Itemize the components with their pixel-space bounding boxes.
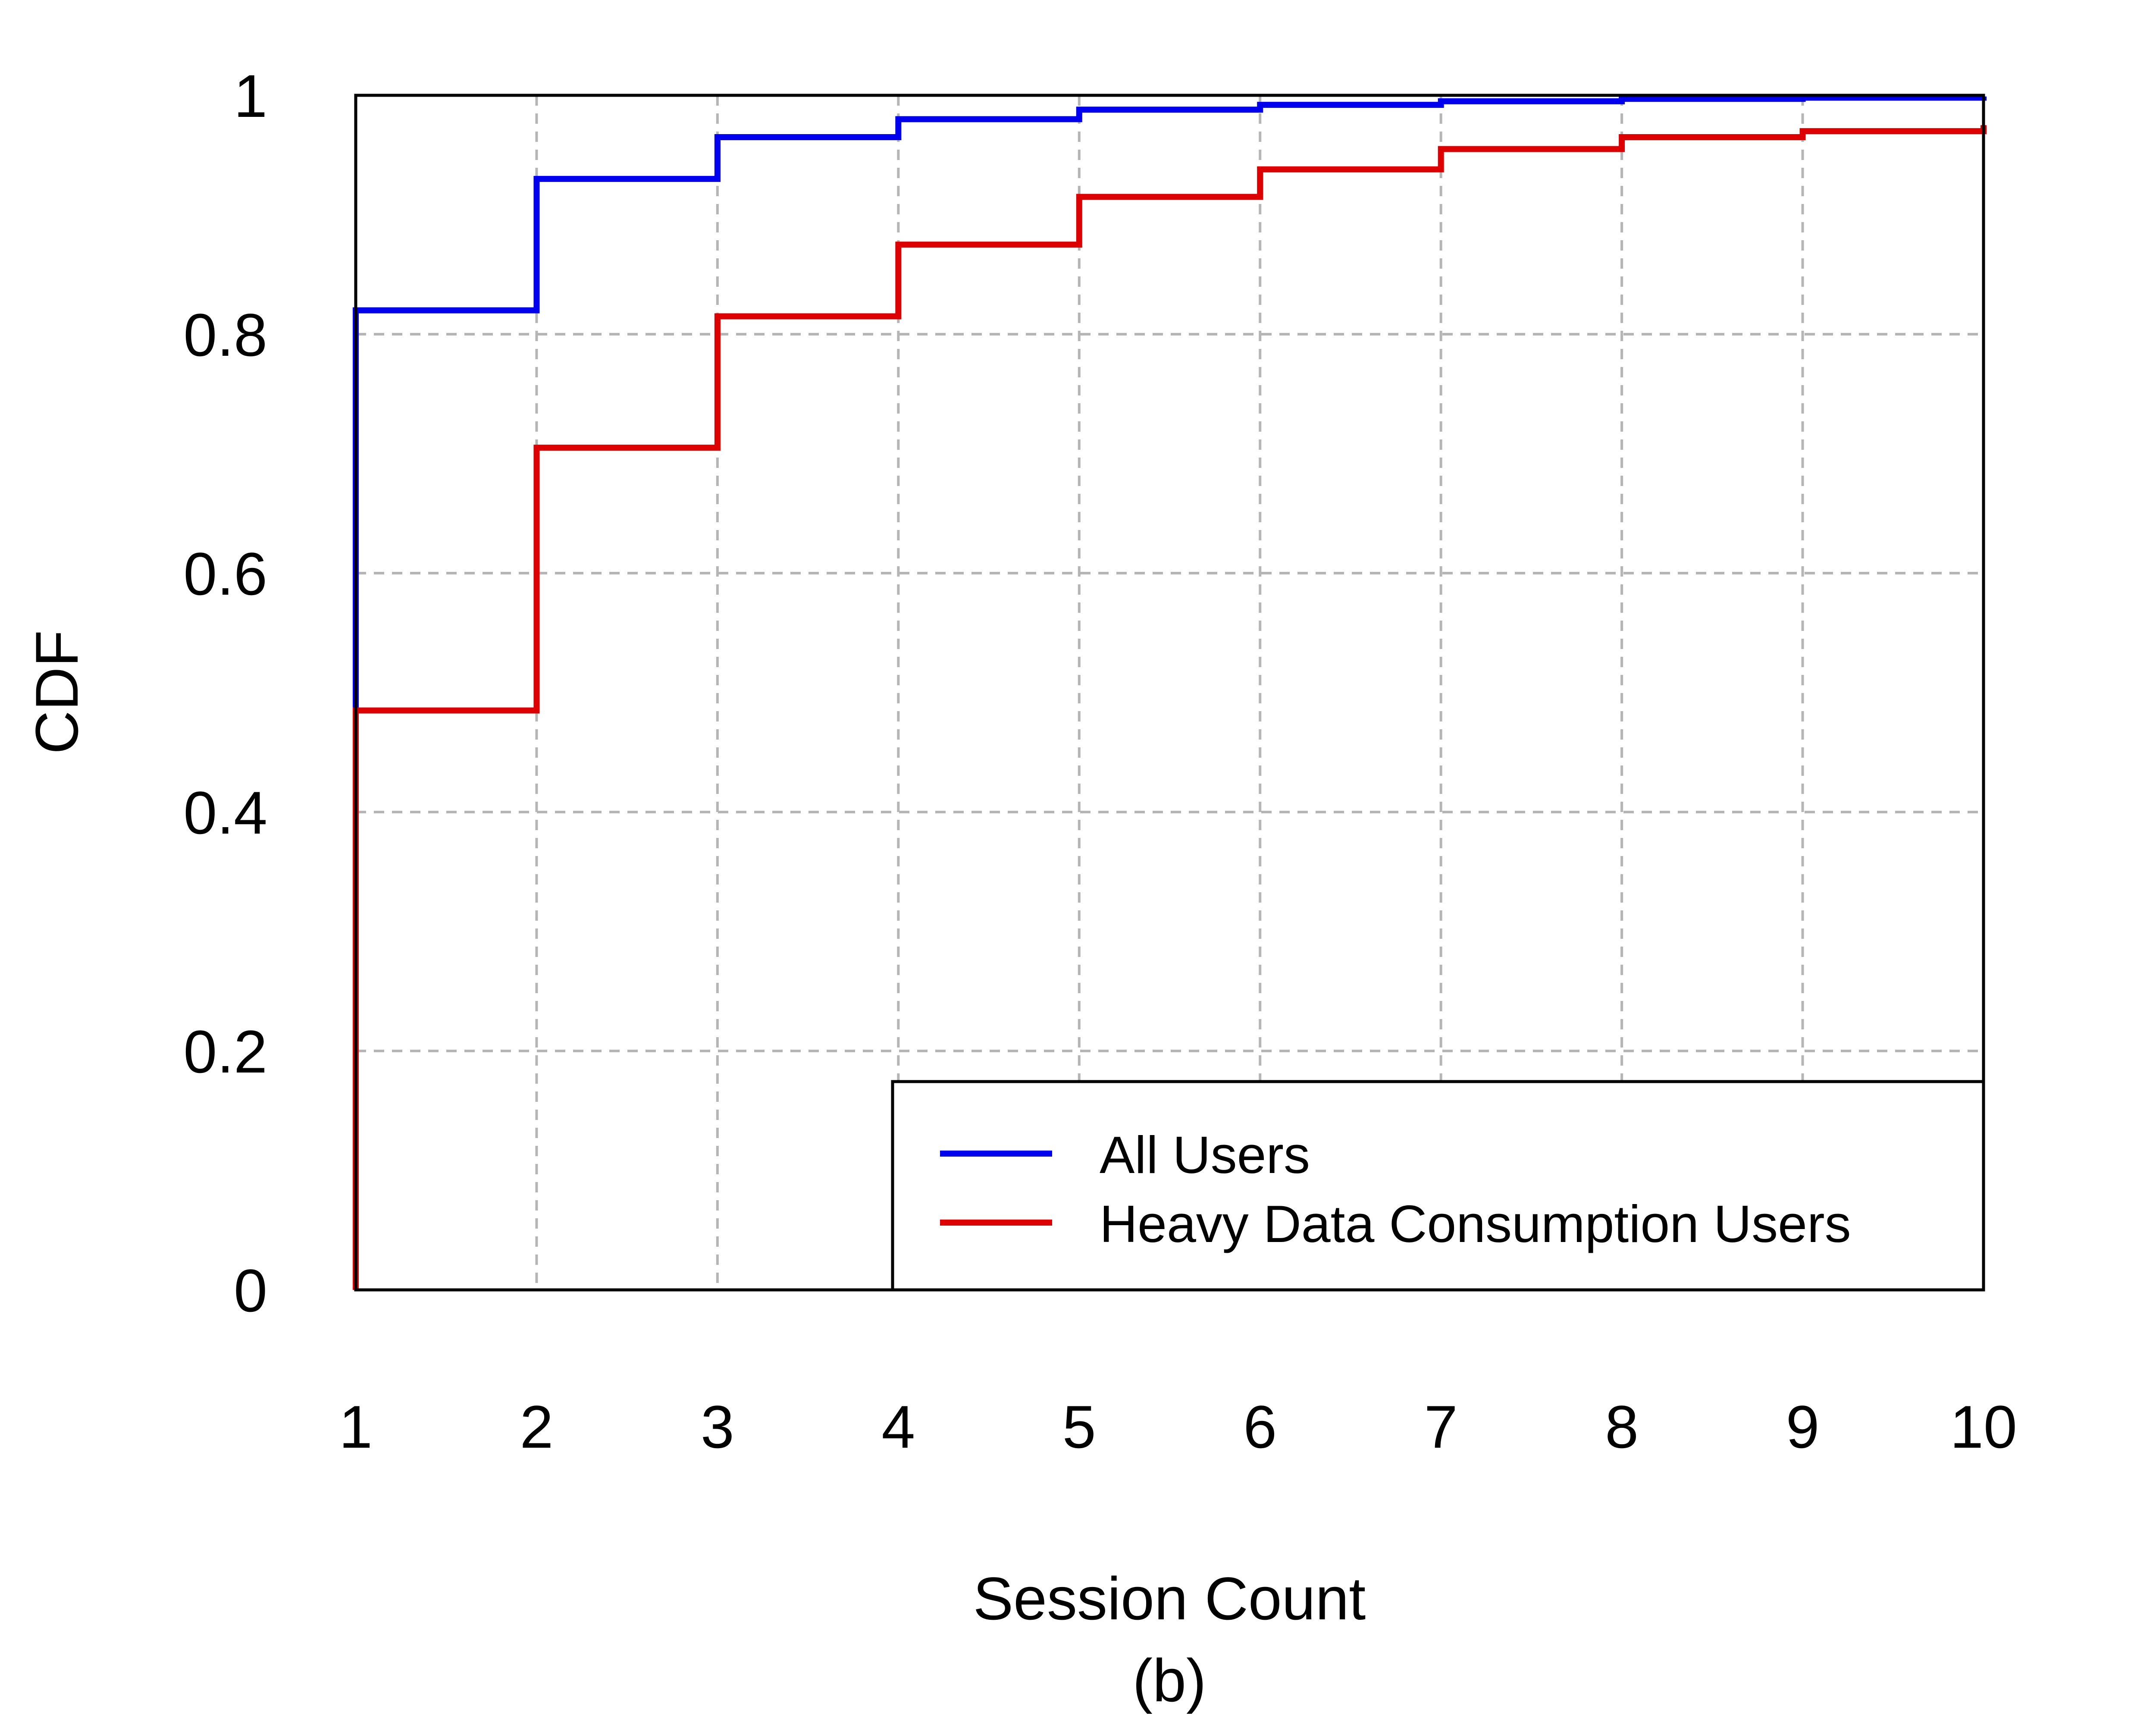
legend-label: Heavy Data Consumption Users (1100, 1195, 1851, 1253)
x-tick-label: 9 (1786, 1393, 1820, 1461)
x-tick-label: 7 (1424, 1393, 1458, 1461)
x-axis-label: Session Count (973, 1565, 1366, 1632)
y-tick-label: 0.6 (183, 540, 267, 608)
figure-caption: (b) (1132, 1647, 1206, 1714)
x-tick-label: 4 (881, 1393, 915, 1461)
series-line-2 (353, 125, 1987, 1290)
axis-tick-labels: 1 2 3 4 5 6 7 8 9 10 0 0.2 0.4 0.6 0.8 1 (183, 62, 2017, 1461)
legend-label: All Users (1100, 1126, 1310, 1184)
legend-box (891, 1080, 1985, 1292)
x-tick-label: 6 (1243, 1393, 1277, 1461)
x-tick-label: 5 (1062, 1393, 1096, 1461)
x-tick-label: 2 (520, 1393, 554, 1461)
y-axis-label: CDF (23, 630, 91, 754)
series-lines (353, 94, 1987, 1290)
legend: All Users Heavy Data Consumption Users (891, 1080, 1985, 1292)
x-tick-label: 10 (1950, 1393, 2017, 1461)
y-tick-label: 1 (234, 62, 267, 130)
x-tick-label: 1 (339, 1393, 373, 1461)
series-line-1 (353, 94, 1987, 1290)
y-tick-label: 0.2 (183, 1018, 267, 1085)
y-tick-label: 0.8 (183, 301, 267, 369)
y-tick-label: 0.4 (183, 779, 267, 847)
x-tick-label: 3 (701, 1393, 734, 1461)
x-tick-label: 8 (1605, 1393, 1639, 1461)
y-tick-label: 0 (234, 1257, 267, 1324)
